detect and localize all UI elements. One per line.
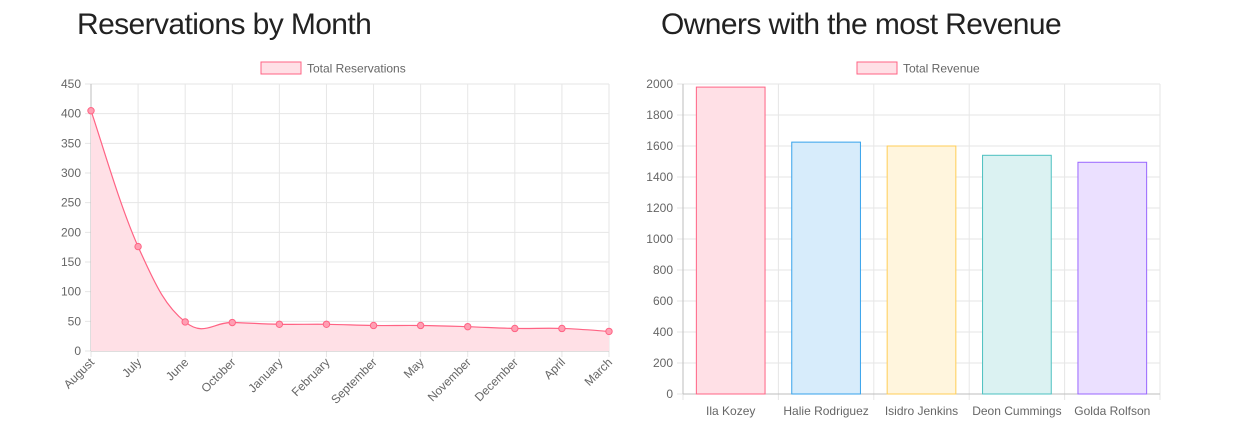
legend-label: Total Reservations xyxy=(307,62,406,76)
y-tick-label: 450 xyxy=(61,77,81,91)
y-tick-label: 150 xyxy=(61,255,81,269)
y-tick-label: 0 xyxy=(74,344,81,358)
revenue-bar-chart: 0 200 400 600 800 1000 1200 1400 1600 1800 2000 Ila… xyxy=(646,61,1161,418)
y-tick-label: 50 xyxy=(68,314,82,328)
x-tick-label: Isidro Jenkins xyxy=(885,404,958,418)
x-tick-label: May xyxy=(401,355,427,381)
y-tick-label: 0 xyxy=(666,387,673,401)
y-tick-label: 350 xyxy=(61,136,81,150)
x-tick-label: August xyxy=(61,355,98,392)
reservations-line-chart: 0 50 100 150 200 250 300 350 400 450 August July Jun… xyxy=(61,61,615,407)
data-point xyxy=(511,324,519,333)
y-tick-label: 1400 xyxy=(646,170,673,184)
x-tick-label: December xyxy=(472,355,521,404)
data-point xyxy=(558,324,566,333)
data-point xyxy=(134,242,142,251)
x-tick-label: October xyxy=(198,355,238,395)
reservations-chart-panel: Reservations by Month 0 50 100 150 200 250 300… xyxy=(61,8,615,407)
x-tick-label: April xyxy=(541,355,568,382)
x-tick-label: September xyxy=(328,355,379,406)
y-tick-label: 400 xyxy=(653,325,673,339)
data-point xyxy=(275,320,284,328)
x-tick-label: July xyxy=(119,355,144,380)
legend: Total Revenue xyxy=(856,61,980,76)
y-tick-label: 600 xyxy=(653,294,673,308)
bar xyxy=(886,145,957,395)
data-point xyxy=(605,327,613,336)
y-tick-label: 800 xyxy=(653,263,673,277)
data-point xyxy=(322,320,331,328)
x-tick-label: January xyxy=(245,355,285,395)
revenue-chart-panel: Owners with the most Revenue 0 200 400 600 8… xyxy=(622,0,1244,444)
bar xyxy=(982,154,1052,395)
data-point xyxy=(181,318,189,326)
reservations-chart-title: Reservations by Month xyxy=(77,8,372,41)
y-tick-label: 300 xyxy=(61,166,81,180)
x-tick-label: February xyxy=(289,355,333,399)
y-tick-label: 2000 xyxy=(646,77,673,91)
y-tick-label: 1200 xyxy=(646,201,673,215)
y-tick-label: 200 xyxy=(61,225,81,239)
y-tick-label: 1000 xyxy=(646,232,673,246)
legend-swatch xyxy=(260,61,302,75)
data-point xyxy=(369,321,378,330)
y-tick-label: 1800 xyxy=(646,108,673,122)
y-tick-label: 1600 xyxy=(646,139,673,153)
revenue-chart-title: Owners with the most Revenue xyxy=(661,8,1062,41)
legend-label: Total Revenue xyxy=(903,62,980,76)
data-point xyxy=(228,318,236,327)
y-tick-label: 250 xyxy=(61,196,81,210)
data-point xyxy=(464,322,472,331)
data-point xyxy=(416,321,425,330)
x-tick-label: Ila Kozey xyxy=(706,404,755,418)
bar xyxy=(695,86,766,395)
data-point xyxy=(87,107,95,115)
x-tick-label: November xyxy=(425,355,474,404)
bar xyxy=(1077,161,1148,395)
legend-swatch xyxy=(856,61,898,75)
x-tick-label: Deon Cummings xyxy=(972,404,1061,418)
series-area-fill xyxy=(91,110,609,351)
y-tick-label: 200 xyxy=(653,356,673,370)
y-tick-label: 400 xyxy=(61,107,81,121)
x-tick-label: Halie Rodriguez xyxy=(783,404,868,418)
y-tick-label: 100 xyxy=(61,285,81,299)
x-tick-label: June xyxy=(163,355,192,384)
x-tick-label: March xyxy=(582,355,615,388)
x-tick-label: Golda Rolfson xyxy=(1074,404,1150,418)
bar xyxy=(791,141,861,395)
legend: Total Reservations xyxy=(260,61,406,76)
